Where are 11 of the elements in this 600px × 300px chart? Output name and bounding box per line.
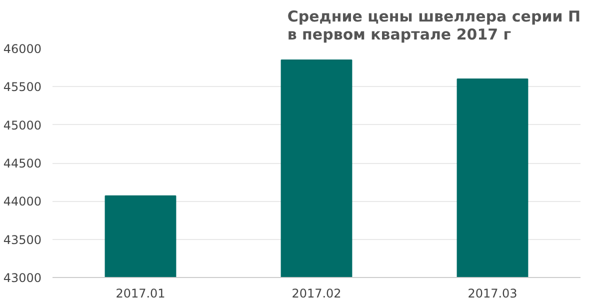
y-tick-label: 44500 (3, 156, 42, 170)
x-tick-label: 2017.02 (292, 286, 342, 300)
y-tick-label: 43000 (3, 271, 42, 285)
y-tick-label: 44000 (3, 194, 42, 209)
y-tick-label: 43500 (3, 232, 42, 247)
x-tick-label: 2017.03 (468, 286, 518, 300)
chart-title: Средние цены швеллера серии П в первом квартале 2017 г (287, 8, 581, 44)
y-tick-label: 45500 (3, 80, 42, 94)
y-tick-label: 45000 (3, 118, 42, 132)
y-tick-label: 46000 (3, 42, 42, 56)
x-tick-label: 2017.01 (116, 286, 166, 300)
